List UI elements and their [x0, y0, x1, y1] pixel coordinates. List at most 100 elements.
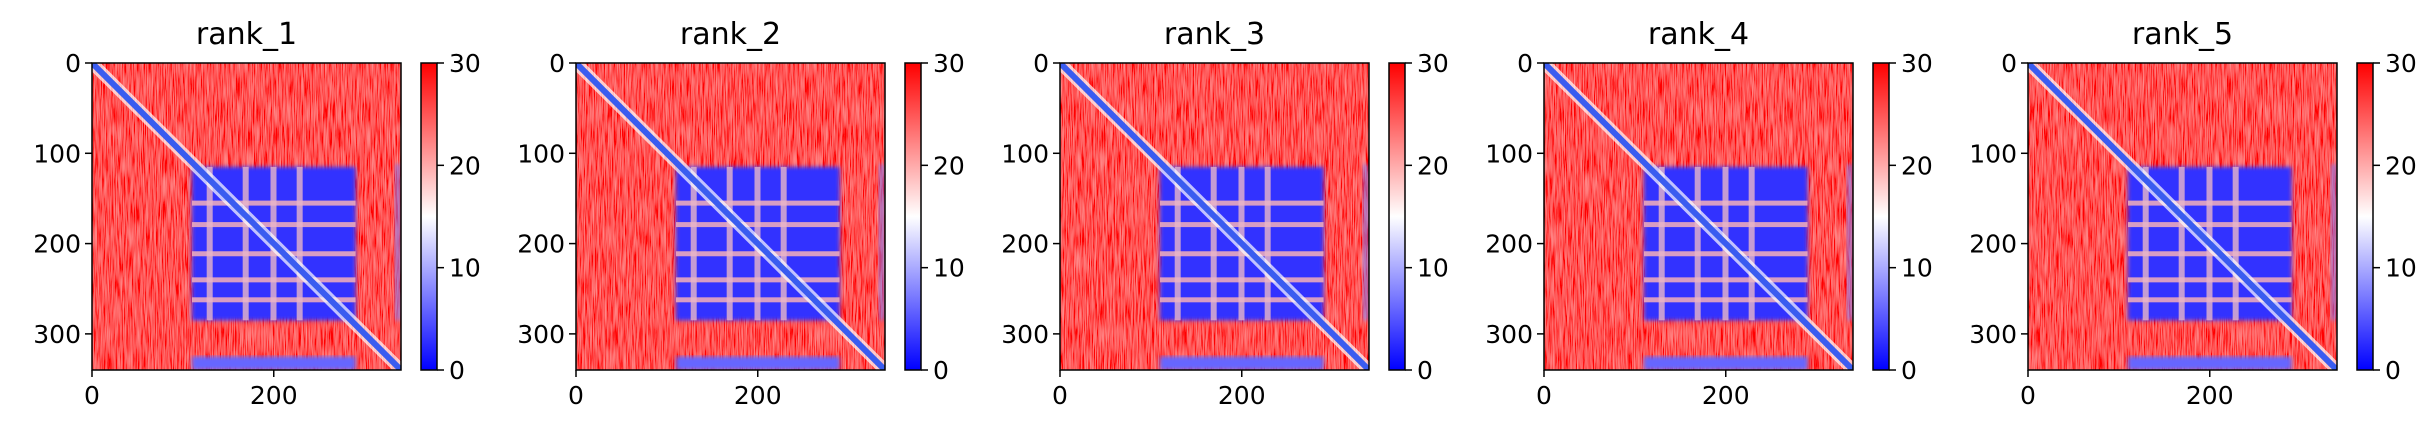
heatmap-edge-column — [394, 164, 401, 321]
heatmap-image — [2028, 63, 2337, 370]
x-tick-label: 200 — [1702, 381, 1750, 410]
y-tick-label: 300 — [517, 320, 565, 349]
colorbar-tick-label: 20 — [1901, 151, 1933, 180]
colorbar-frame — [1872, 62, 1890, 371]
heatmap-col-gap-2 — [1694, 166, 1701, 321]
x-tick-label: 0 — [1052, 381, 1068, 410]
colorbar-tick-label: 10 — [933, 254, 965, 283]
y-tick-label: 300 — [1001, 320, 1049, 349]
y-tick-label: 0 — [549, 49, 565, 78]
colorbar-tick-label: 0 — [1417, 356, 1433, 385]
x-tick-label: 200 — [734, 381, 782, 410]
colorbar-tick-label: 10 — [1417, 254, 1449, 283]
y-tick-label: 100 — [1485, 139, 1533, 168]
axes-frame — [575, 62, 886, 371]
y-tick-label: 0 — [1517, 49, 1533, 78]
heatmap-col-gap-1 — [1658, 166, 1665, 321]
heatmap-col-gap-4 — [296, 166, 303, 321]
colorbar — [1873, 63, 1889, 370]
heatmap-panel-2: rank_2 0 200 0 100 200 300 0 10 20 30 — [517, 17, 965, 410]
colorbar — [1389, 63, 1405, 370]
y-tick-label: 100 — [1969, 139, 2017, 168]
x-tick-label: 0 — [568, 381, 584, 410]
heatmap-panel-5: rank_5 0 200 0 100 200 300 0 10 20 30 — [1969, 17, 2417, 410]
colorbar-tick-label: 10 — [2385, 254, 2417, 283]
panel-title: rank_4 — [1648, 17, 1749, 52]
colorbar-tick-label: 10 — [1901, 254, 1933, 283]
colorbar — [905, 63, 921, 370]
y-tick-label: 0 — [65, 49, 81, 78]
y-tick-label: 300 — [1969, 320, 2017, 349]
y-tick-label: 100 — [517, 139, 565, 168]
colorbar-tick-label: 30 — [449, 49, 481, 78]
colorbar-tick-label: 20 — [2385, 151, 2417, 180]
y-tick-label: 0 — [2001, 49, 2017, 78]
heatmap-edge-column — [1846, 164, 1853, 321]
heatmap-col-gap-1 — [206, 166, 213, 321]
heatmap-diagonal — [1544, 63, 1853, 370]
x-tick-label: 200 — [2186, 381, 2234, 410]
colorbar-tick-label: 0 — [1901, 356, 1917, 385]
heatmap-panel-4: rank_4 0 200 0 100 200 300 0 10 20 30 — [1485, 17, 1933, 410]
colorbar-tick-label: 20 — [449, 151, 481, 180]
y-tick-label: 200 — [33, 230, 81, 259]
colorbar-tick-label: 0 — [933, 356, 949, 385]
x-tick-label: 200 — [1218, 381, 1266, 410]
heatmap-block-2 — [191, 356, 356, 370]
heatmap-col-gap-4 — [1748, 166, 1755, 321]
heatmap-image — [576, 63, 885, 370]
colorbar-tick-label: 10 — [449, 254, 481, 283]
colorbar-tick-label: 0 — [2385, 356, 2401, 385]
colorbar-tick-label: 30 — [1901, 49, 1933, 78]
heatmap-col-gap-2 — [726, 166, 733, 321]
y-tick-label: 200 — [1001, 230, 1049, 259]
axes-frame — [1059, 62, 1370, 371]
panel-title: rank_5 — [2132, 17, 2233, 52]
heatmap-block-2 — [675, 356, 840, 370]
colorbar-frame — [904, 62, 922, 371]
heatmap-image — [1060, 63, 1369, 370]
colorbar-tick-label: 20 — [933, 151, 965, 180]
heatmap-image — [92, 63, 401, 370]
heatmap-edge-column — [878, 164, 885, 321]
heatmap-col-gap-1 — [1174, 166, 1181, 321]
heatmap-panel-1: rank_1 0 200 0 100 200 300 0 10 20 30 — [33, 17, 481, 410]
heatmap-edge-column — [1362, 164, 1369, 321]
y-tick-label: 100 — [1001, 139, 1049, 168]
heatmap-col-gap-4 — [2232, 166, 2239, 321]
heatmap-col-gap-2 — [1210, 166, 1217, 321]
axes-frame — [2027, 62, 2338, 371]
heatmap-block-2 — [1159, 356, 1324, 370]
heatmap-diagonal — [2028, 63, 2337, 370]
y-tick-label: 300 — [33, 320, 81, 349]
colorbar-tick-label: 0 — [449, 356, 465, 385]
y-tick-label: 200 — [1969, 230, 2017, 259]
heatmap-col-gap-4 — [780, 166, 787, 321]
heatmap-col-gap-1 — [2142, 166, 2149, 321]
axes-frame — [91, 62, 402, 371]
colorbar-tick-label: 30 — [2385, 49, 2417, 78]
heatmap-col-gap-1 — [690, 166, 697, 321]
colorbar-tick-label: 30 — [1417, 49, 1449, 78]
heatmap-block-2 — [1643, 356, 1808, 370]
y-tick-label: 0 — [1033, 49, 1049, 78]
heatmap-col-gap-2 — [242, 166, 249, 321]
colorbar-frame — [420, 62, 438, 371]
x-tick-label: 0 — [1536, 381, 1552, 410]
colorbar — [421, 63, 437, 370]
colorbar-tick-label: 30 — [933, 49, 965, 78]
heatmap-image — [1544, 63, 1853, 370]
y-tick-label: 200 — [1485, 230, 1533, 259]
heatmap-diagonal — [576, 63, 885, 370]
heatmap-diagonal — [1060, 63, 1369, 370]
panel-title: rank_3 — [1164, 17, 1265, 52]
panel-title: rank_2 — [680, 17, 781, 52]
colorbar-frame — [1388, 62, 1406, 371]
colorbar — [2357, 63, 2373, 370]
axes-frame — [1543, 62, 1854, 371]
x-tick-label: 0 — [84, 381, 100, 410]
heatmap-diagonal — [92, 63, 401, 370]
x-tick-label: 200 — [250, 381, 298, 410]
y-tick-label: 200 — [517, 230, 565, 259]
